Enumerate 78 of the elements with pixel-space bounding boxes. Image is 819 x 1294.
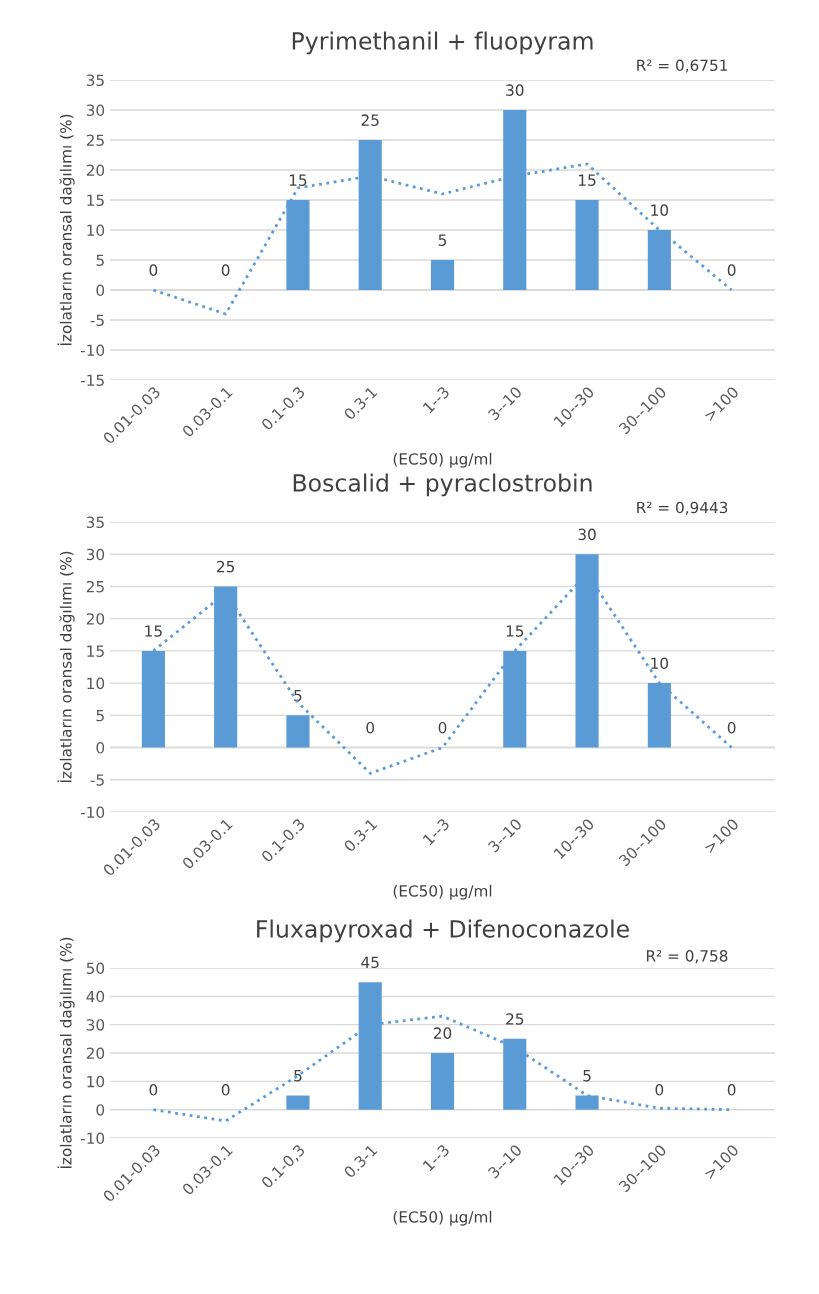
y-tick-label: 15 bbox=[87, 645, 104, 657]
bar bbox=[503, 1038, 527, 1110]
bar bbox=[430, 1053, 455, 1110]
y-tick-label: -10 bbox=[80, 1132, 105, 1145]
text: R² = 0,9443 bbox=[637, 501, 728, 515]
chart-title: Pyrimethanil + fluopyram bbox=[292, 31, 593, 55]
x-axis-title: (EC50) µg/ml bbox=[393, 1210, 492, 1226]
y-tick-label: 0 bbox=[96, 284, 105, 297]
y-tick-label: -5 bbox=[90, 774, 104, 786]
data-label: 0 bbox=[727, 721, 736, 734]
y-tick-label: -10 bbox=[80, 344, 105, 357]
bar bbox=[286, 715, 310, 748]
y-tick-label: 10 bbox=[87, 1075, 105, 1088]
y-tick-label: -10 bbox=[80, 806, 105, 819]
y-tick-label: 15 bbox=[87, 194, 104, 207]
y-tick-label: 30 bbox=[86, 1019, 105, 1031]
data-label: 0 bbox=[727, 264, 736, 276]
data-label: 0 bbox=[149, 1084, 158, 1096]
y-tick-label: -5 bbox=[90, 314, 104, 327]
y-tick-label: 25 bbox=[86, 580, 104, 593]
data-label: 30 bbox=[578, 528, 596, 541]
bar bbox=[575, 200, 599, 290]
data-label: 45 bbox=[361, 956, 379, 969]
data-label: 0 bbox=[438, 721, 447, 734]
y-tick-label: -15 bbox=[80, 374, 104, 387]
y-tick-label: 35 bbox=[86, 516, 104, 529]
data-label: 15 bbox=[289, 174, 307, 186]
bar bbox=[214, 586, 238, 748]
text: R² = 0,6751 bbox=[637, 59, 728, 73]
data-label: 0 bbox=[149, 264, 158, 276]
data-label: 25 bbox=[217, 560, 235, 573]
bar bbox=[575, 1095, 599, 1110]
data-label: 0 bbox=[655, 1084, 664, 1096]
bar bbox=[286, 200, 310, 290]
y-tick-label: 0 bbox=[96, 1104, 105, 1116]
bar bbox=[430, 260, 455, 290]
data-label: 5 bbox=[438, 234, 447, 246]
data-label: 25 bbox=[506, 1013, 524, 1025]
y-tick-label: 20 bbox=[86, 613, 105, 625]
y-tick-label: 20 bbox=[86, 1047, 105, 1060]
y-tick-label: 20 bbox=[86, 164, 105, 177]
data-label: 5 bbox=[583, 1070, 591, 1082]
y-tick-label: 50 bbox=[86, 962, 105, 975]
data-label: 0 bbox=[221, 1084, 230, 1096]
y-tick-label: 5 bbox=[96, 710, 104, 722]
y-tick-label: 5 bbox=[96, 254, 104, 267]
y-tick-label: 35 bbox=[86, 74, 104, 87]
y-tick-label: 25 bbox=[86, 134, 104, 147]
y-tick-label: 10 bbox=[87, 677, 105, 690]
data-label: 30 bbox=[506, 84, 524, 96]
data-label: 25 bbox=[361, 114, 379, 126]
y-tick-label: 10 bbox=[87, 224, 105, 237]
y-axis-title: İzolatların oransal dağılımı (%) bbox=[57, 937, 75, 1169]
data-label: 0 bbox=[221, 264, 230, 276]
y-tick-label: 40 bbox=[86, 990, 105, 1003]
text: R² = 0,758 bbox=[646, 950, 728, 964]
chart-title: Boscalid + pyraclostrobin bbox=[293, 473, 592, 497]
bar bbox=[647, 230, 671, 290]
data-label: 0 bbox=[366, 721, 375, 734]
y-tick-label: 30 bbox=[86, 104, 105, 117]
bar bbox=[503, 650, 527, 748]
y-axis-title: İzolatların oransal dağılımı (%) bbox=[57, 551, 75, 783]
data-label: 20 bbox=[433, 1027, 452, 1039]
x-axis-title: (EC50) µg/ml bbox=[393, 884, 492, 900]
bar bbox=[647, 683, 671, 748]
data-label: 10 bbox=[651, 204, 669, 216]
y-tick-label: 30 bbox=[86, 548, 105, 561]
x-axis-title: (EC50) µg/ml bbox=[393, 452, 492, 468]
data-label: 15 bbox=[506, 625, 524, 637]
data-label: 5 bbox=[294, 1070, 302, 1082]
chart-title: Fluxapyroxad + Difenoconazole bbox=[257, 919, 629, 943]
data-label: 10 bbox=[651, 657, 669, 670]
y-tick-label: 0 bbox=[96, 742, 105, 754]
data-label: 0 bbox=[727, 1084, 736, 1096]
data-label: 15 bbox=[145, 625, 162, 637]
data-label: 15 bbox=[579, 174, 596, 186]
y-axis-title: İzolatların oransal dağılımı (%) bbox=[57, 114, 75, 346]
bar bbox=[286, 1095, 310, 1110]
